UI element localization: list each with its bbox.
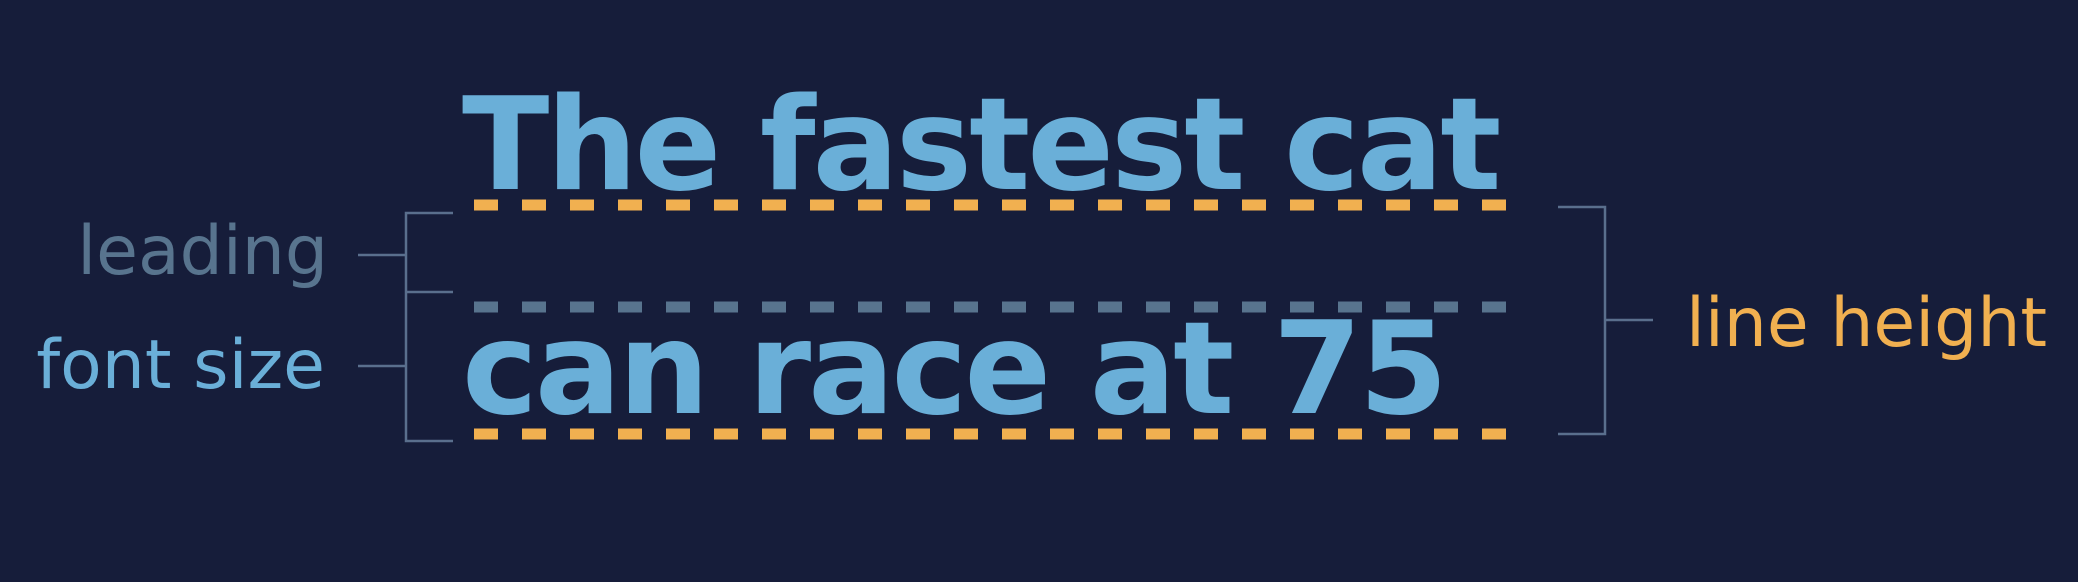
sample-text-line1: The fastest cat xyxy=(462,71,1501,220)
line-height-label: line height xyxy=(1686,284,2048,363)
font-size-label: font size xyxy=(36,326,325,405)
sample-text-line2: can race at 75 xyxy=(462,295,1448,444)
left-bracket xyxy=(404,211,453,443)
leading-label: leading xyxy=(77,212,328,291)
right-bracket xyxy=(1558,205,1607,436)
